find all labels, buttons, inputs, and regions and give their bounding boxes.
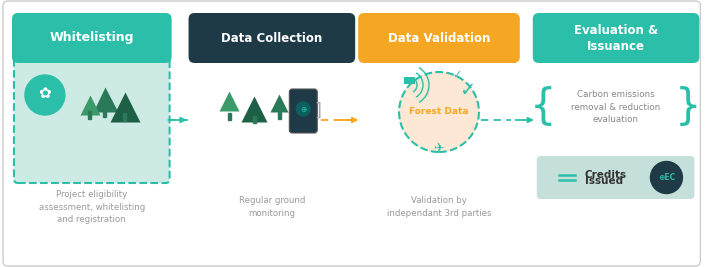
Bar <box>103 109 106 117</box>
Circle shape <box>651 162 682 194</box>
FancyBboxPatch shape <box>188 13 355 63</box>
Bar <box>88 111 91 119</box>
Text: Issued: Issued <box>584 176 623 186</box>
FancyBboxPatch shape <box>14 57 170 183</box>
FancyBboxPatch shape <box>289 89 317 133</box>
Text: Whitelisting: Whitelisting <box>49 32 134 45</box>
Text: ✿: ✿ <box>39 87 51 101</box>
Text: Evaluation &
Issuance: Evaluation & Issuance <box>574 23 658 53</box>
Text: Forest Data: Forest Data <box>409 107 469 116</box>
Bar <box>123 113 126 121</box>
Text: ⊕: ⊕ <box>300 104 307 113</box>
Text: {: { <box>529 86 556 128</box>
Bar <box>278 112 281 119</box>
Bar <box>228 113 231 120</box>
Text: ✓: ✓ <box>452 70 462 80</box>
FancyBboxPatch shape <box>537 156 694 199</box>
Bar <box>253 116 256 123</box>
FancyBboxPatch shape <box>403 77 415 84</box>
FancyBboxPatch shape <box>358 13 520 63</box>
Text: Validation by
independant 3rd parties: Validation by independant 3rd parties <box>387 196 491 218</box>
FancyBboxPatch shape <box>12 13 171 63</box>
Text: ⊕EC: ⊕EC <box>658 173 675 182</box>
Text: Credits: Credits <box>584 170 627 179</box>
Text: Regular ground
monitoring: Regular ground monitoring <box>239 196 305 218</box>
Circle shape <box>25 75 65 115</box>
Text: Project eligibility
assessment, whitelisting
and registration: Project eligibility assessment, whitelis… <box>39 190 145 224</box>
Text: Data Collection: Data Collection <box>221 32 322 45</box>
FancyBboxPatch shape <box>533 13 699 63</box>
Circle shape <box>296 102 310 116</box>
FancyBboxPatch shape <box>3 1 700 266</box>
Text: ]: ] <box>314 102 321 120</box>
Circle shape <box>399 72 479 152</box>
Text: }: } <box>675 86 701 128</box>
Text: Data Validation: Data Validation <box>388 32 490 45</box>
Text: ✈: ✈ <box>434 143 444 155</box>
Text: ✓: ✓ <box>459 81 475 100</box>
Text: Carbon emissions
removal & reduction
evaluation: Carbon emissions removal & reduction eva… <box>571 90 660 124</box>
